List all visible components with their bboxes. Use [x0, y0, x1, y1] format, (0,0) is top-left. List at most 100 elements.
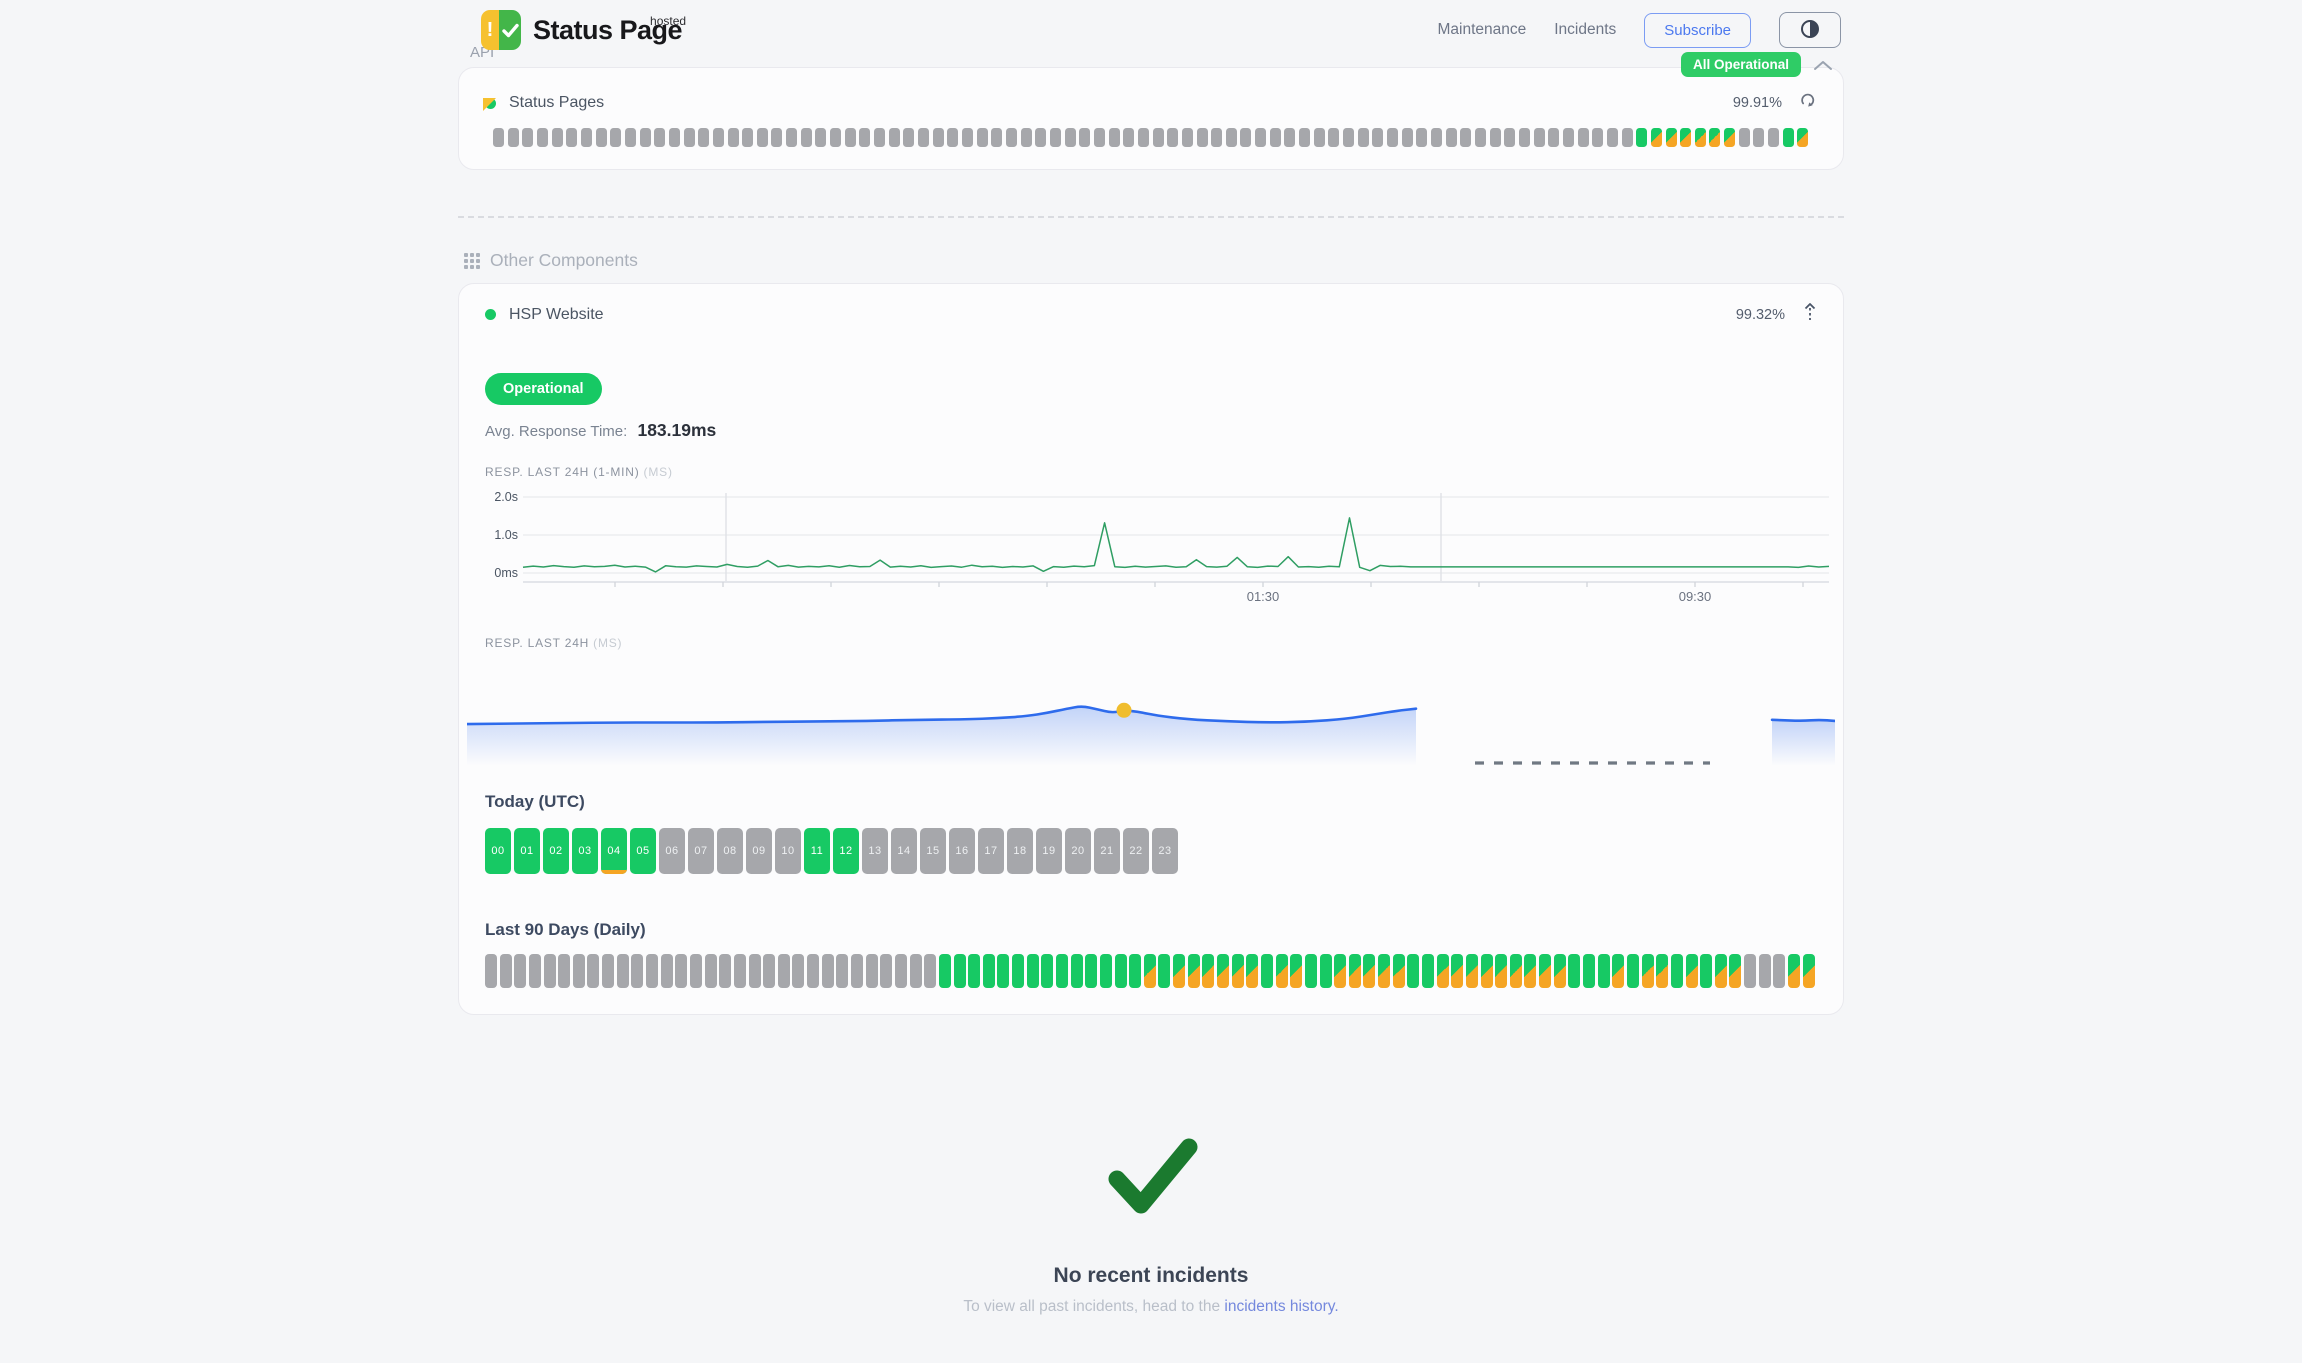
day-bar	[851, 954, 864, 988]
hour-block-23: 23	[1152, 828, 1178, 874]
uptime-bar	[1577, 128, 1589, 147]
uptime-bar	[727, 128, 739, 147]
day-bar	[982, 954, 995, 988]
chart1-title: RESP. LAST 24H (1-MIN) (MS)	[485, 465, 673, 479]
uptime-bar	[1416, 128, 1428, 147]
hour-degraded-underline	[601, 870, 627, 874]
hour-block-05: 05	[630, 828, 656, 874]
day-bar	[1363, 954, 1376, 988]
uptime-bar	[1460, 128, 1472, 147]
uptime-bar	[551, 128, 563, 147]
response-time-area-chart	[465, 658, 1837, 778]
subscribe-button[interactable]: Subscribe	[1644, 12, 1751, 48]
day-bar	[1070, 954, 1083, 988]
day-bar	[1773, 954, 1786, 988]
day-bar	[1173, 954, 1186, 988]
uptime-bar	[1372, 128, 1384, 147]
uptime-bar	[1797, 128, 1809, 147]
hour-block-17: 17	[978, 828, 1004, 874]
day-bar	[1260, 954, 1273, 988]
uptime-bar	[1152, 128, 1164, 147]
svg-text:09:30: 09:30	[1679, 589, 1712, 604]
logo-exclamation-icon: !	[481, 10, 499, 50]
overall-status-badge: All Operational	[1680, 52, 1801, 77]
day-bar	[1202, 954, 1215, 988]
day-bar	[689, 954, 702, 988]
uptime-bar	[1181, 128, 1193, 147]
day-bar	[1114, 954, 1127, 988]
day-bar	[763, 954, 776, 988]
brand: ! Status Page hosted	[481, 10, 686, 111]
hour-block-00: 00	[485, 828, 511, 874]
uptime-bar	[771, 128, 783, 147]
avg-response-row: Avg. Response Time: 183.19ms	[485, 420, 1817, 441]
day-bar	[1348, 954, 1361, 988]
collapse-chevron-icon[interactable]	[1813, 59, 1833, 71]
day-bar	[1714, 954, 1727, 988]
day-bar	[1392, 954, 1405, 988]
grid-icon	[464, 252, 480, 269]
nav-incidents[interactable]: Incidents	[1554, 21, 1617, 38]
day-bar	[821, 954, 834, 988]
hour-block-01: 01	[514, 828, 540, 874]
incidents-history-link[interactable]: incidents history.	[1224, 1298, 1339, 1315]
day-bar	[924, 954, 937, 988]
uptime-bar	[610, 128, 622, 147]
day-bar	[1334, 954, 1347, 988]
hour-block-13: 13	[862, 828, 888, 874]
day-bar	[792, 954, 805, 988]
hour-block-20: 20	[1065, 828, 1091, 874]
uptime-bar	[918, 128, 930, 147]
day-bar	[587, 954, 600, 988]
uptime-bar	[932, 128, 944, 147]
uptime-bar	[742, 128, 754, 147]
day-bar	[1626, 954, 1639, 988]
refresh-icon[interactable]	[1800, 92, 1817, 114]
component-name: HSP Website	[509, 305, 604, 323]
day-bar	[704, 954, 717, 988]
svg-text:01:30: 01:30	[1247, 589, 1280, 604]
day-bar	[1304, 954, 1317, 988]
uptime-bar	[1005, 128, 1017, 147]
incidents-subtitle-text: To view all past incidents, head to the	[963, 1298, 1225, 1315]
uptime-bar	[1313, 128, 1325, 147]
logo-check-icon	[499, 10, 521, 50]
hour-block-04: 04	[601, 828, 627, 874]
uptime-bar	[683, 128, 695, 147]
day-bar	[733, 954, 746, 988]
brand-title: Status Page	[533, 15, 683, 45]
uptime-bar	[1709, 128, 1721, 147]
hour-block-11: 11	[804, 828, 830, 874]
avg-response-label: Avg. Response Time:	[485, 423, 628, 440]
uptime-bar	[1108, 128, 1120, 147]
collapse-arrow-up-icon[interactable]	[1803, 302, 1817, 327]
uptime-bar	[991, 128, 1003, 147]
hour-block-10: 10	[775, 828, 801, 874]
status-page-logo-icon: !	[481, 10, 521, 50]
day-bar	[543, 954, 556, 988]
uptime-bar	[1049, 128, 1061, 147]
today-utc-title: Today (UTC)	[485, 792, 585, 811]
uptime-bar	[1284, 128, 1296, 147]
response-time-line-chart: 2.0s 1.0s 0ms 01:30 09:30	[485, 487, 1830, 612]
day-bar	[807, 954, 820, 988]
uptime-bar	[1093, 128, 1105, 147]
day-bar	[1670, 954, 1683, 988]
uptime-bar	[1694, 128, 1706, 147]
nav-maintenance[interactable]: Maintenance	[1437, 21, 1527, 38]
day-bar	[1012, 954, 1025, 988]
hour-block-07: 07	[688, 828, 714, 874]
uptime-bar	[1064, 128, 1076, 147]
theme-toggle-button[interactable]	[1779, 12, 1841, 48]
day-bar	[1099, 954, 1112, 988]
hour-block-16: 16	[949, 828, 975, 874]
day-bar	[1700, 954, 1713, 988]
hour-block-19: 19	[1036, 828, 1062, 874]
other-components-title: Other Components	[464, 250, 1844, 271]
uptime-bar	[522, 128, 534, 147]
uptime-bar	[1357, 128, 1369, 147]
day-bar	[1436, 954, 1449, 988]
hour-block-08: 08	[717, 828, 743, 874]
hour-block-12: 12	[833, 828, 859, 874]
uptime-bar	[1299, 128, 1311, 147]
